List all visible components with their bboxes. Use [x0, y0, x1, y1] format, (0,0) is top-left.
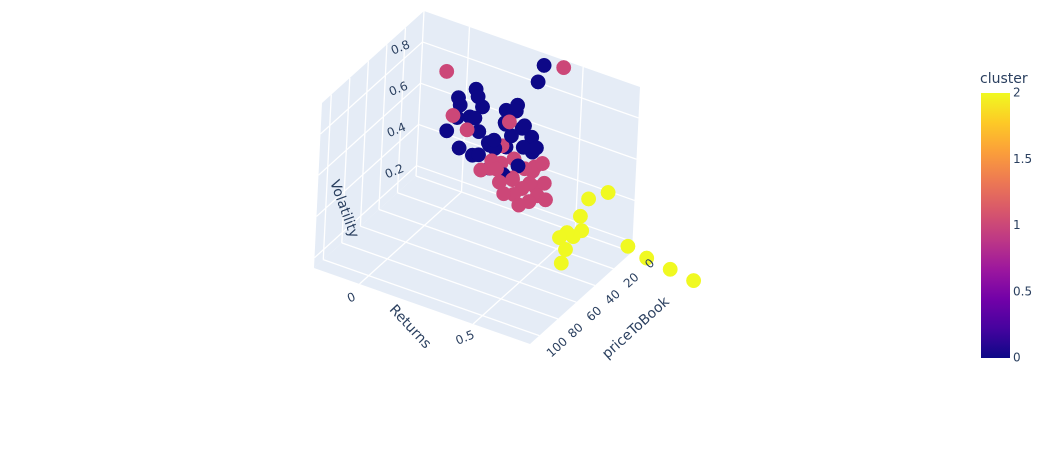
- point-cluster2-8[interactable]: [553, 255, 569, 271]
- point-cluster1-3[interactable]: [501, 114, 517, 130]
- point-cluster0-33[interactable]: [486, 132, 502, 148]
- point-cluster1-4[interactable]: [459, 122, 475, 138]
- colorbar-gradient: [981, 93, 1010, 358]
- point-cluster1-1[interactable]: [439, 63, 455, 79]
- grid-x-wall-1: [396, 27, 407, 193]
- point-cluster1-24[interactable]: [536, 175, 552, 191]
- grid-x-floor-5: [323, 259, 540, 337]
- point-cluster2-10[interactable]: [639, 250, 655, 266]
- grid-y-wall-1: [574, 66, 584, 233]
- point-cluster1-16[interactable]: [473, 162, 489, 178]
- tick-priceToBook-5: 100: [544, 334, 570, 360]
- grid-z-left-0: [314, 165, 417, 259]
- grid-x-wall-0: [415, 10, 425, 177]
- point-cluster2-0[interactable]: [600, 185, 616, 200]
- tick-priceToBook-3: 60: [584, 304, 605, 325]
- point-cluster2-1[interactable]: [581, 191, 597, 207]
- point-cluster2-2[interactable]: [572, 208, 588, 224]
- grid-x-wall-3: [359, 61, 370, 227]
- colorbar: cluster 0 0.5 1 1.5 2: [980, 71, 1032, 365]
- point-cluster0-13[interactable]: [471, 147, 486, 163]
- point-cluster2-11[interactable]: [662, 261, 678, 277]
- point-cluster0-0[interactable]: [536, 57, 552, 73]
- point-cluster1-0[interactable]: [556, 60, 572, 76]
- point-cluster1-28[interactable]: [534, 156, 550, 171]
- colorbar-tick-3: 1.5: [1013, 152, 1032, 166]
- colorbar-tick-2: 1: [1013, 218, 1021, 232]
- colorbar-tick-1: 0.5: [1013, 284, 1032, 298]
- colorbar-title: cluster: [980, 71, 1028, 87]
- point-cluster0-21[interactable]: [515, 139, 531, 155]
- grid-z-back-3: [422, 41, 639, 119]
- point-cluster2-12[interactable]: [686, 273, 702, 289]
- grid-x-wall-2: [378, 44, 388, 210]
- data-points: [439, 57, 702, 289]
- colorbar-tick-4: 2: [1013, 86, 1021, 100]
- tick-priceToBook-1: 20: [621, 270, 642, 291]
- grid-x-floor-1: [397, 192, 614, 270]
- tick-volatility-2: 0.6: [387, 79, 410, 99]
- point-cluster0-15[interactable]: [517, 118, 532, 134]
- point-cluster0-26[interactable]: [451, 90, 466, 106]
- grid-z-left-2: [318, 82, 421, 176]
- floor-pane: [314, 176, 632, 344]
- point-cluster2-6[interactable]: [552, 230, 567, 246]
- point-cluster1-23[interactable]: [505, 172, 520, 188]
- axis-title-returns: Returns: [386, 302, 434, 352]
- point-cluster1-27[interactable]: [511, 197, 527, 213]
- tick-priceToBook-4: 80: [565, 320, 586, 341]
- colorbar-tick-0: 0: [1013, 351, 1021, 365]
- grid-z-left-1: [316, 123, 419, 217]
- point-cluster2-9[interactable]: [620, 238, 636, 254]
- point-cluster0-30[interactable]: [470, 89, 486, 105]
- grid-x-floor-4: [341, 242, 559, 320]
- tick-returns-1: 0.5: [454, 327, 477, 347]
- tick-priceToBook-0: 0: [642, 256, 657, 272]
- point-cluster0-1[interactable]: [530, 74, 546, 90]
- grid-x-wall-5: [322, 94, 332, 260]
- tick-returns-0: 0: [345, 290, 357, 306]
- grid-x-floor-0: [415, 175, 633, 253]
- tick-volatility-1: 0.4: [385, 120, 408, 140]
- grid-y-floor-0: [359, 191, 462, 285]
- point-cluster0-16[interactable]: [451, 140, 467, 156]
- tick-volatility-3: 0.8: [389, 37, 412, 57]
- left-wall-pane: [314, 11, 424, 268]
- point-cluster2-7[interactable]: [558, 242, 573, 257]
- point-cluster0-9[interactable]: [503, 128, 519, 144]
- tick-volatility-0: 0.2: [383, 161, 406, 181]
- grid-y-floor-1: [472, 231, 576, 325]
- grid-x-floor-2: [378, 208, 596, 287]
- point-cluster1-2[interactable]: [445, 108, 461, 123]
- point-cluster1-25[interactable]: [496, 186, 512, 202]
- grid-x-wall-4: [341, 77, 351, 243]
- point-cluster0-4[interactable]: [467, 110, 483, 126]
- point-cluster0-8[interactable]: [439, 123, 455, 139]
- tick-priceToBook-2: 40: [602, 287, 623, 308]
- point-cluster0-32[interactable]: [528, 140, 544, 156]
- point-cluster1-26[interactable]: [538, 192, 553, 208]
- grid-x-floor-3: [360, 225, 577, 303]
- grid-z-left-3: [320, 41, 423, 135]
- point-cluster1-20[interactable]: [489, 161, 504, 177]
- point-cluster0-28[interactable]: [508, 103, 524, 119]
